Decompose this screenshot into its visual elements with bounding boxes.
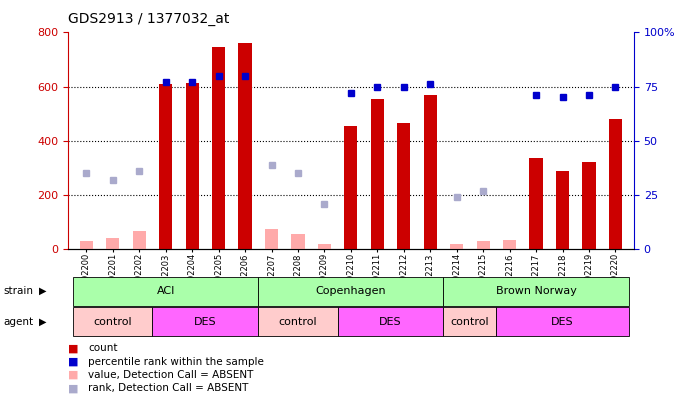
Bar — [318, 244, 331, 249]
Text: GDS2913 / 1377032_at: GDS2913 / 1377032_at — [68, 12, 229, 26]
Text: control: control — [94, 317, 132, 326]
Text: percentile rank within the sample: percentile rank within the sample — [88, 357, 264, 367]
Bar — [239, 43, 252, 249]
Bar — [477, 241, 490, 249]
Bar — [344, 126, 357, 249]
Text: control: control — [279, 317, 317, 326]
Text: Brown Norway: Brown Norway — [496, 286, 576, 296]
Bar — [424, 95, 437, 249]
Bar — [186, 83, 199, 249]
Text: DES: DES — [379, 317, 402, 326]
Text: strain: strain — [3, 286, 33, 296]
Bar — [556, 171, 569, 249]
Bar — [530, 158, 542, 249]
Text: ■: ■ — [68, 357, 78, 367]
Bar — [450, 244, 463, 249]
Text: ▶: ▶ — [39, 286, 47, 296]
Text: value, Detection Call = ABSENT: value, Detection Call = ABSENT — [88, 370, 254, 380]
Text: ■: ■ — [68, 384, 78, 393]
Bar — [582, 162, 595, 249]
Text: control: control — [451, 317, 490, 326]
Text: count: count — [88, 343, 118, 353]
Text: DES: DES — [551, 317, 574, 326]
Text: rank, Detection Call = ABSENT: rank, Detection Call = ABSENT — [88, 384, 249, 393]
Text: Copenhagen: Copenhagen — [315, 286, 386, 296]
Bar — [159, 84, 172, 249]
Bar — [133, 232, 146, 249]
Bar — [80, 241, 93, 249]
Bar — [265, 229, 278, 249]
Text: agent: agent — [3, 317, 33, 326]
Text: ■: ■ — [68, 370, 78, 380]
Bar — [212, 47, 225, 249]
Bar — [609, 119, 622, 249]
Bar — [106, 238, 119, 249]
Bar — [371, 99, 384, 249]
Text: ACI: ACI — [157, 286, 175, 296]
Bar — [503, 240, 516, 249]
Text: DES: DES — [194, 317, 217, 326]
Text: ■: ■ — [68, 343, 78, 353]
Bar — [292, 234, 304, 249]
Text: ▶: ▶ — [39, 317, 47, 326]
Bar — [397, 123, 410, 249]
